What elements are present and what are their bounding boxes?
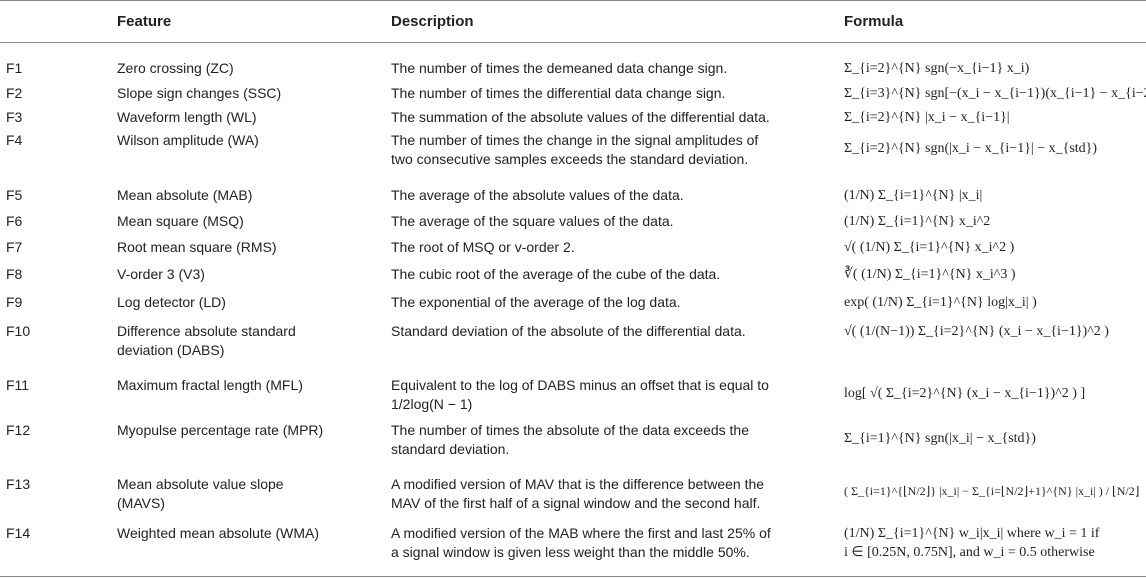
row-f11-description-line1: Equivalent to the log of DABS minus an o… xyxy=(391,377,769,393)
table-bottom-rule xyxy=(0,576,1146,577)
row-f14-description-line2: a signal window is given less weight tha… xyxy=(391,544,750,560)
row-f11-feature: Maximum fractal length (MFL) xyxy=(117,377,303,393)
row-f10-formula: √( (1/(N−1)) Σ_{i=2}^{N} (x_i − x_{i−1})… xyxy=(844,324,1109,339)
row-f11-formula: log[ √( Σ_{i=2}^{N} (x_i − x_{i−1})^2 ) … xyxy=(844,386,1086,401)
row-f12-formula: Σ_{i=1}^{N} sgn(|x_i| − x_{std}) xyxy=(844,431,1036,446)
header-formula: Formula xyxy=(844,13,904,30)
row-f11-description-line2: 1/2log(N − 1) xyxy=(391,396,473,412)
row-f4-description-line1: The number of times the change in the si… xyxy=(391,132,759,148)
row-f13-description-line2: MAV of the first half of a signal window… xyxy=(391,495,761,511)
row-f12-description-line1: The number of times the absolute of the … xyxy=(391,422,749,438)
row-f14-description-line1: A modified version of the MAB where the … xyxy=(391,525,771,541)
row-f5-id: F5 xyxy=(6,187,23,203)
row-f9-feature: Log detector (LD) xyxy=(117,294,226,310)
row-f5-formula: (1/N) Σ_{i=1}^{N} |x_i| xyxy=(844,188,983,203)
row-f12-description-line2: standard deviation. xyxy=(391,441,510,457)
row-f4-id: F4 xyxy=(6,132,23,148)
row-f4-description-line2: two consecutive samples exceeds the stan… xyxy=(391,151,749,167)
row-f6-id: F6 xyxy=(6,213,23,229)
row-f11-id: F11 xyxy=(6,377,30,393)
row-f9-formula: exp( (1/N) Σ_{i=1}^{N} log|x_i| ) xyxy=(844,295,1037,310)
row-f14-feature: Weighted mean absolute (WMA) xyxy=(117,525,320,541)
row-f9-id: F9 xyxy=(6,294,23,310)
row-f10-feature-line2: deviation (DABS) xyxy=(117,342,225,358)
row-f4-formula: Σ_{i=2}^{N} sgn(|x_i − x_{i−1}| − x_{std… xyxy=(844,141,1098,156)
row-f12-id: F12 xyxy=(6,422,31,438)
header-feature: Feature xyxy=(117,13,172,30)
row-f1-description: The number of times the demeaned data ch… xyxy=(391,60,728,76)
header-description: Description xyxy=(391,13,474,30)
row-f14-formula-line2: i ∈ [0.25N, 0.75N], and w_i = 0.5 otherw… xyxy=(844,545,1095,560)
row-f6-feature: Mean square (MSQ) xyxy=(117,213,244,229)
row-f5-description: The average of the absolute values of th… xyxy=(391,187,684,203)
row-f12-feature: Myopulse percentage rate (MPR) xyxy=(117,422,324,438)
row-f13-id: F13 xyxy=(6,476,31,492)
row-f8-formula: ∛( (1/N) Σ_{i=1}^{N} x_i^3 ) xyxy=(844,267,1016,282)
row-f3-feature: Waveform length (WL) xyxy=(117,109,257,125)
row-f13-feature-line2: (MAVS) xyxy=(117,495,165,511)
row-f7-id: F7 xyxy=(6,239,23,255)
row-f3-id: F3 xyxy=(6,109,23,125)
row-f7-description: The root of MSQ or v-order 2. xyxy=(391,239,575,255)
row-f14-id: F14 xyxy=(6,525,31,541)
row-f10-description: Standard deviation of the absolute of th… xyxy=(391,323,746,339)
table-top-rule xyxy=(0,0,1146,1)
row-f8-id: F8 xyxy=(6,266,23,282)
row-f10-id: F10 xyxy=(6,323,31,339)
row-f13-formula: ( Σ_{i=1}^{⌊N/2⌋} |x_i| − Σ_{i=⌊N/2⌋+1}^… xyxy=(844,484,1140,498)
row-f5-feature: Mean absolute (MAB) xyxy=(117,187,253,203)
row-f7-formula: √( (1/N) Σ_{i=1}^{N} x_i^2 ) xyxy=(844,240,1015,255)
row-f8-feature: V-order 3 (V3) xyxy=(117,266,205,282)
row-f2-id: F2 xyxy=(6,85,23,101)
row-f1-formula: Σ_{i=2}^{N} sgn(−x_{i−1} x_i) xyxy=(844,61,1030,76)
row-f6-description: The average of the square values of the … xyxy=(391,213,674,229)
row-f14-formula-line1: (1/N) Σ_{i=1}^{N} w_i|x_i| where w_i = 1… xyxy=(844,526,1100,541)
row-f9-description: The exponential of the average of the lo… xyxy=(391,294,681,310)
row-f1-feature: Zero crossing (ZC) xyxy=(117,60,234,76)
row-f4-feature: Wilson amplitude (WA) xyxy=(117,132,259,148)
row-f1-id: F1 xyxy=(6,60,23,76)
row-f2-feature: Slope sign changes (SSC) xyxy=(117,85,282,101)
row-f13-description-line1: A modified version of MAV that is the di… xyxy=(391,476,765,492)
row-f13-feature-line1: Mean absolute value slope xyxy=(117,476,284,492)
row-f2-formula: Σ_{i=3}^{N} sgn[−(x_i − x_{i−1})(x_{i−1}… xyxy=(844,86,1146,101)
row-f2-description: The number of times the differential dat… xyxy=(391,85,726,101)
row-f10-feature-line1: Difference absolute standard xyxy=(117,323,296,339)
row-f8-description: The cubic root of the average of the cub… xyxy=(391,266,721,282)
row-f3-description: The summation of the absolute values of … xyxy=(391,109,770,125)
header-rule xyxy=(0,42,1146,43)
row-f3-formula: Σ_{i=2}^{N} |x_i − x_{i−1}| xyxy=(844,110,1010,125)
row-f7-feature: Root mean square (RMS) xyxy=(117,239,277,255)
row-f6-formula: (1/N) Σ_{i=1}^{N} x_i^2 xyxy=(844,214,991,229)
